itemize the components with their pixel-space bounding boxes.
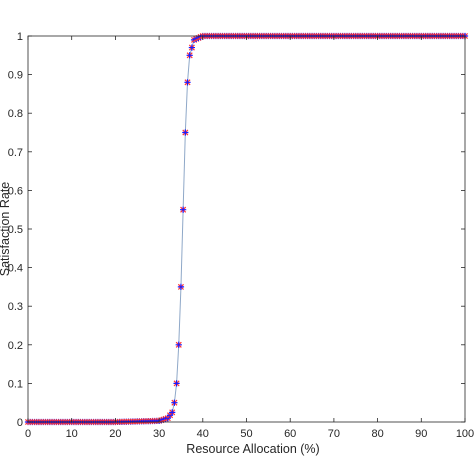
- data-point: [184, 79, 191, 86]
- data-point: [188, 44, 195, 51]
- y-tick-label: 0.2: [8, 340, 23, 352]
- data-point: [173, 380, 180, 387]
- y-tick-label: 0.3: [8, 301, 23, 313]
- y-tick-label: 0.7: [8, 147, 23, 159]
- x-tick-label: 20: [109, 428, 121, 440]
- data-point: [171, 399, 178, 406]
- marker-plus: [177, 283, 185, 291]
- x-tick-label: 80: [371, 428, 383, 440]
- y-tick-label: 0.8: [8, 108, 23, 120]
- y-tick-label: 0.4: [8, 263, 23, 275]
- y-tick-label: 0.1: [8, 378, 23, 390]
- x-tick-labels: 0 10 20 30 40 50 60 70 80 90 100: [25, 428, 474, 440]
- marker-plus: [169, 409, 176, 416]
- data-point: [180, 206, 187, 213]
- marker-plus: [180, 206, 187, 213]
- x-axis-label: Resource Allocation (%): [186, 442, 319, 456]
- marker-plus: [171, 399, 178, 406]
- data-point: [177, 283, 185, 291]
- x-tick-label: 70: [328, 428, 340, 440]
- y-tick-label: 0.5: [8, 224, 23, 236]
- marker-plus: [182, 129, 189, 136]
- plot-area: [28, 36, 465, 422]
- y-tick-label: 0: [17, 417, 23, 429]
- marker-plus: [184, 79, 191, 86]
- marker-plus: [186, 52, 193, 59]
- plot-background: [28, 36, 465, 422]
- y-tick-label: 1: [17, 31, 23, 43]
- y-axis-label: Satisfaction Rate: [0, 182, 12, 277]
- marker-plus: [175, 341, 182, 348]
- x-tick-label: 30: [153, 428, 165, 440]
- x-tick-label: 40: [197, 428, 209, 440]
- x-tick-label: 50: [240, 428, 252, 440]
- data-point: [182, 129, 189, 136]
- x-tick-label: 90: [415, 428, 427, 440]
- marker-plus: [173, 380, 180, 387]
- data-point: [175, 341, 182, 348]
- x-tick-label: 10: [66, 428, 78, 440]
- x-tick-label: 0: [25, 428, 31, 440]
- x-tick-label: 100: [456, 428, 474, 440]
- axes-layer: [27, 35, 466, 423]
- data-point: [186, 52, 193, 59]
- y-tick-labels: 0 0.1 0.2 0.3 0.4 0.5 0.6 0.7 0.8 0.9 1: [8, 31, 23, 429]
- marker-plus: [188, 44, 195, 51]
- y-tick-label: 0.9: [8, 70, 23, 82]
- y-tick-label: 0.6: [8, 185, 23, 197]
- x-tick-label: 60: [284, 428, 296, 440]
- data-point: [169, 409, 176, 416]
